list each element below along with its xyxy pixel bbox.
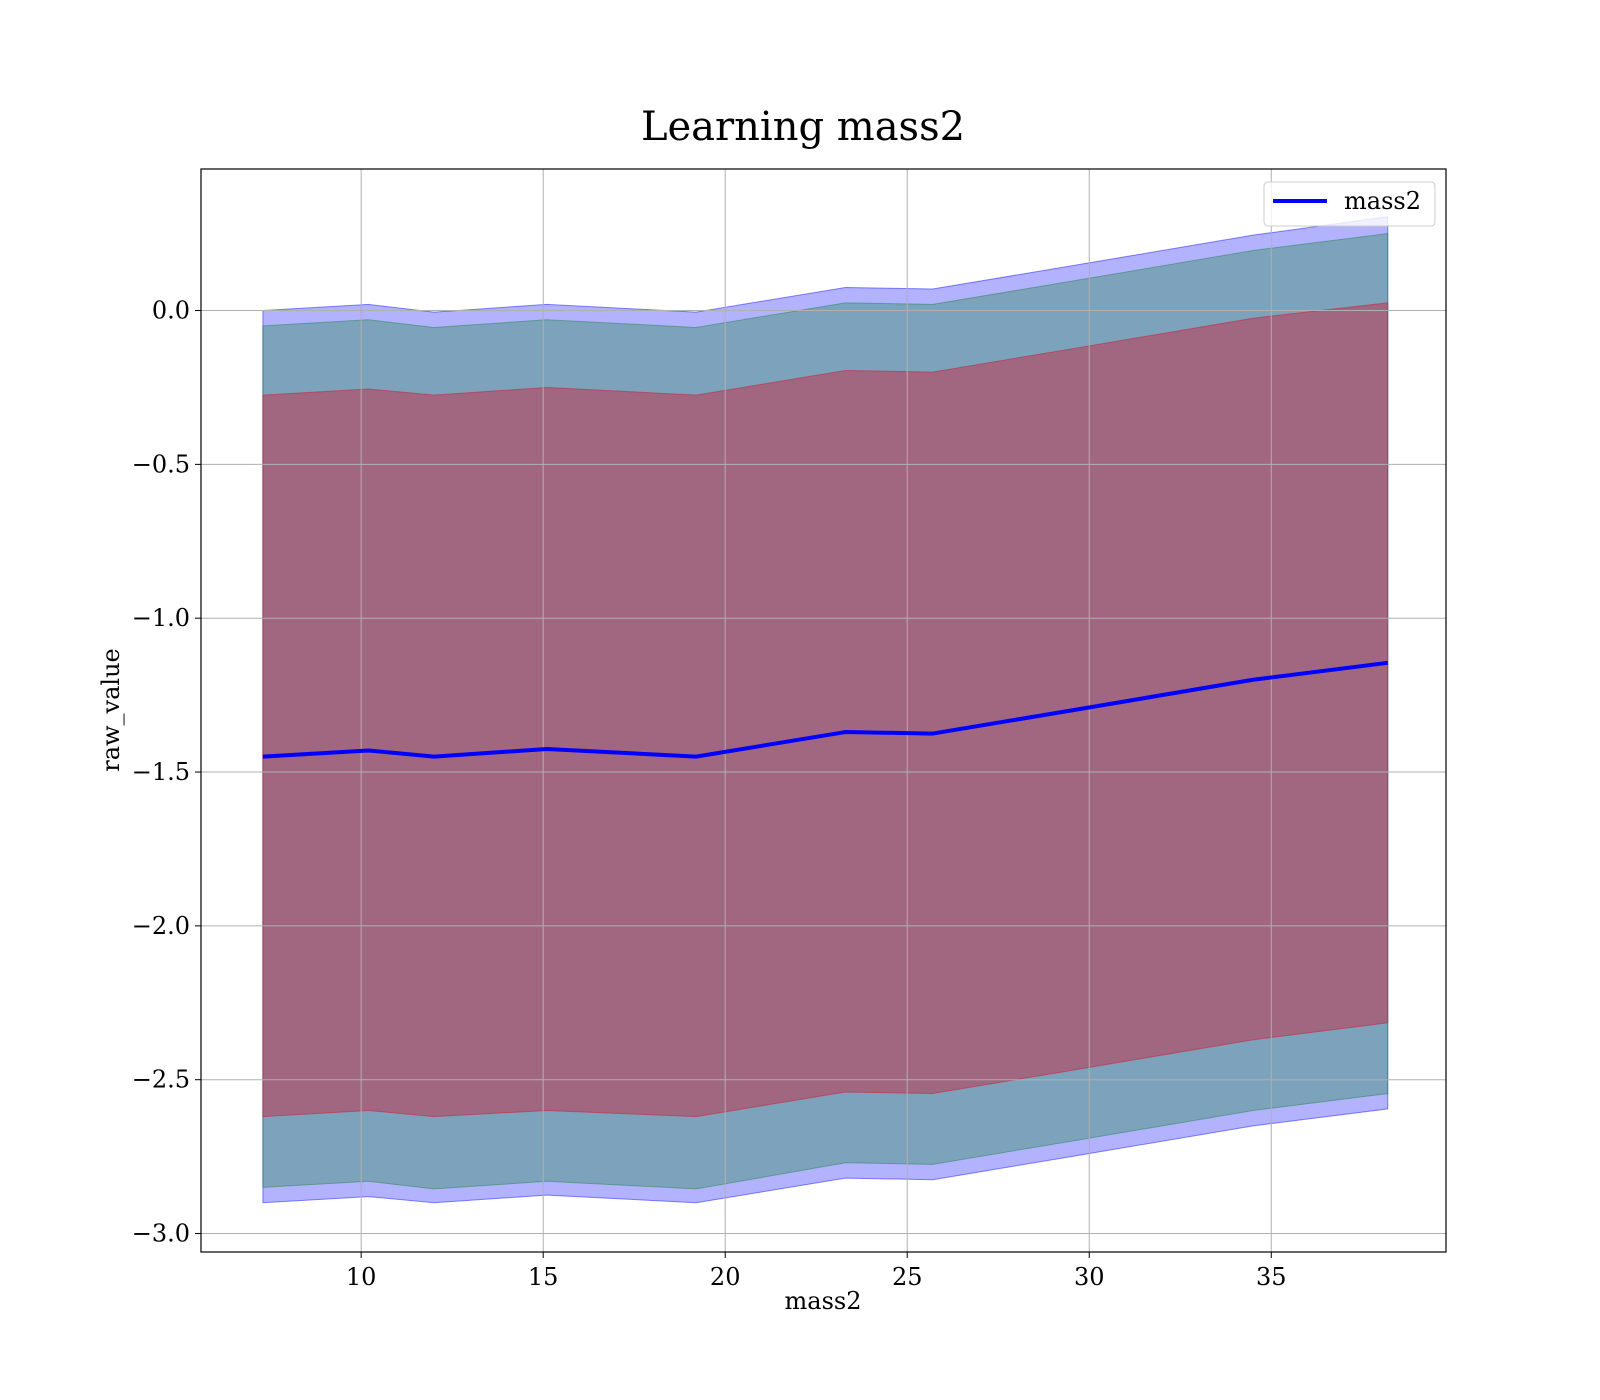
band-2 xyxy=(262,302,1389,1118)
plot-frame xyxy=(200,168,1447,1253)
y-tick-label: −2.5 xyxy=(132,1066,190,1094)
series-lines xyxy=(262,660,1389,759)
x-tick-label: 10 xyxy=(346,1263,377,1291)
y-tick-label: −0.5 xyxy=(132,450,190,478)
x-axis-ticks: 10 15 20 25 30 35 xyxy=(346,1252,1287,1291)
series-line-mass2 xyxy=(262,660,1389,759)
x-tick-label: 15 xyxy=(528,1263,559,1291)
legend: mass2 xyxy=(1263,181,1436,227)
x-tick-label: 20 xyxy=(710,1263,741,1291)
y-tick-label: −1.5 xyxy=(132,758,190,786)
legend-label-mass2: mass2 xyxy=(1344,187,1421,215)
chart-title: Learning mass2 xyxy=(641,104,965,150)
x-tick-label: 25 xyxy=(892,1263,923,1291)
y-axis-ticks: 0.0 −0.5 −1.0 −1.5 −2.0 −2.5 −3.0 xyxy=(132,297,201,1248)
y-axis-label: raw_value xyxy=(97,648,125,772)
y-tick-label: 0.0 xyxy=(152,297,190,325)
y-tick-label: −3.0 xyxy=(132,1220,190,1248)
gridlines xyxy=(201,169,1446,1252)
x-axis-label: mass2 xyxy=(785,1287,862,1315)
confidence-bands xyxy=(262,216,1389,1204)
x-tick-label: 30 xyxy=(1074,1263,1105,1291)
legend-box xyxy=(1263,181,1436,227)
x-tick-label: 35 xyxy=(1256,1263,1287,1291)
y-tick-label: −1.0 xyxy=(132,604,190,632)
y-tick-label: −2.0 xyxy=(132,912,190,940)
